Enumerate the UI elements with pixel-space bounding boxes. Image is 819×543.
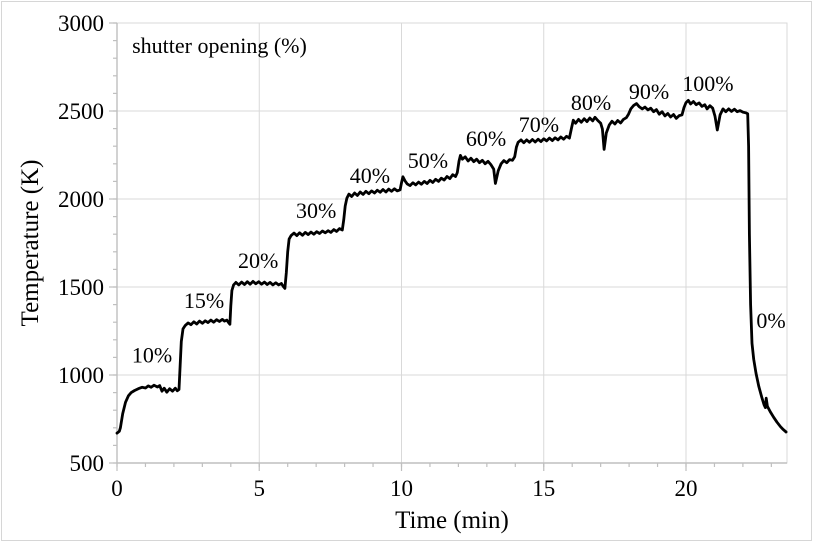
y-tick-label: 1000 [58, 363, 104, 388]
annotation-60: 60% [466, 126, 506, 151]
annotation-0: 0% [756, 308, 785, 333]
x-tick-label: 5 [254, 476, 266, 501]
x-tick-label: 0 [111, 476, 123, 501]
series-layer [115, 99, 788, 435]
y-tick-label: 2000 [58, 187, 104, 212]
temperature-curve [115, 99, 788, 435]
x-axis-title: Time (min) [395, 507, 509, 534]
y-tick-label: 1500 [58, 275, 104, 300]
x-tick-label: 15 [532, 476, 555, 501]
annotation-70: 70% [519, 112, 559, 137]
axes: 0 5 10 15 20 500 1000 1500 2000 2500 3000 [58, 11, 787, 501]
annotation-50: 50% [408, 148, 448, 173]
annotation-40: 40% [350, 163, 390, 188]
annotation-shutter-opening: shutter opening (%) [132, 33, 307, 58]
y-tick-label: 3000 [58, 11, 104, 36]
y-tick-label: 500 [70, 451, 105, 476]
x-tick-label: 10 [390, 476, 413, 501]
annotation-90: 90% [629, 79, 669, 104]
y-axis-title: Temperature (K) [17, 160, 44, 327]
annotation-100: 100% [682, 71, 733, 96]
annotation-15: 15% [184, 288, 224, 313]
annotation-20: 20% [238, 248, 278, 273]
annotations-layer: shutter opening (%) 10% 15% 20% 30% 40% 50% 60%… [132, 33, 786, 368]
annotation-10: 10% [132, 343, 172, 368]
x-tick-label: 20 [675, 476, 698, 501]
annotation-30: 30% [296, 198, 336, 223]
y-tick-label: 2500 [58, 99, 104, 124]
annotation-80: 80% [571, 90, 611, 115]
